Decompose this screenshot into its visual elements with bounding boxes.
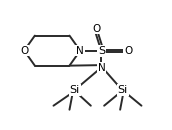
Text: Si: Si [70, 85, 80, 95]
Text: Si: Si [118, 85, 128, 95]
Text: O: O [92, 24, 100, 34]
Text: O: O [124, 46, 132, 56]
Text: O: O [20, 46, 28, 56]
Text: S: S [98, 46, 105, 56]
Text: N: N [76, 46, 84, 56]
Text: N: N [98, 63, 105, 73]
